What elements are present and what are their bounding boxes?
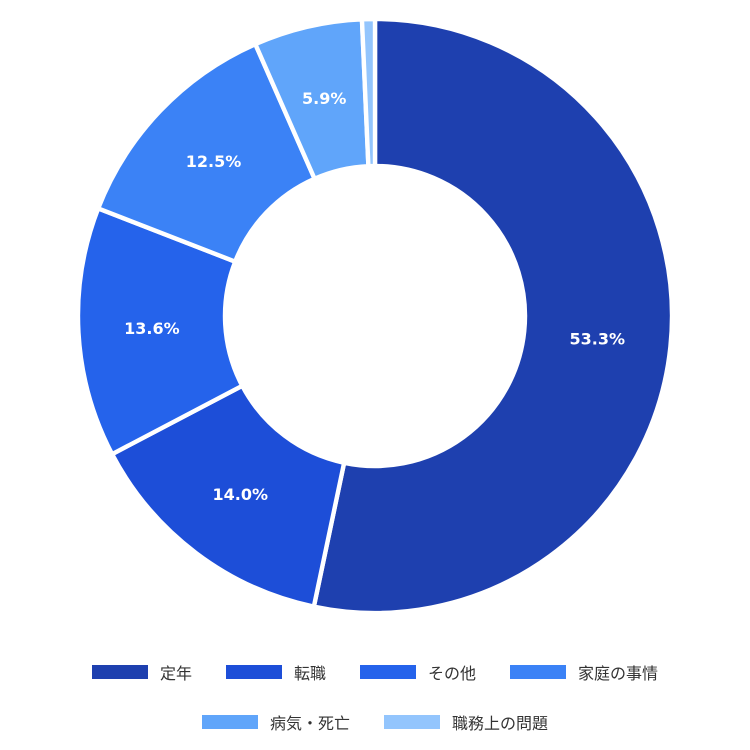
legend-swatch	[225, 665, 282, 679]
legend-label: その他	[428, 664, 477, 683]
legend-label: 定年	[159, 664, 192, 683]
legend-swatch	[91, 665, 148, 679]
legend-label: 家庭の事情	[578, 664, 659, 683]
legend-row-1: 定年 転職 その他 家庭の事情	[0, 660, 750, 684]
slice-value-label-0: 53.3%	[570, 330, 626, 349]
donut-slice-0[interactable]	[311, 16, 675, 616]
legend-swatch	[201, 715, 258, 729]
donut-slice-1[interactable]	[109, 382, 347, 610]
legend-row-2: 病気・死亡 職務上の問題	[0, 710, 750, 734]
legend-label: 転職	[293, 664, 326, 683]
legend-item-tenshoku[interactable]: 転職	[225, 660, 326, 684]
legend-item-teinen[interactable]: 定年	[91, 660, 192, 684]
slice-value-label-1: 14.0%	[212, 485, 268, 504]
legend-label: 職務上の問題	[452, 714, 549, 733]
legend-swatch	[384, 715, 440, 729]
donut-slice-2[interactable]	[75, 205, 246, 458]
donut-slice-3[interactable]	[95, 41, 318, 265]
legend-item-byoki[interactable]: 病気・死亡	[201, 710, 350, 734]
slice-value-label-4: 5.9%	[302, 89, 346, 108]
legend-label: 病気・死亡	[269, 714, 350, 733]
legend-item-katei[interactable]: 家庭の事情	[510, 660, 658, 684]
legend-swatch	[510, 665, 567, 679]
donut-slice-5[interactable]	[359, 16, 378, 169]
legend-swatch	[360, 665, 416, 679]
legend-item-shokumu[interactable]: 職務上の問題	[384, 710, 548, 734]
slice-value-label-2: 13.6%	[124, 319, 180, 338]
slice-value-label-3: 12.5%	[186, 152, 242, 171]
donut-chart: 53.3% 14.0% 13.6% 12.5% 5.9%	[75, 16, 675, 616]
legend-item-sonota[interactable]: その他	[360, 660, 476, 684]
